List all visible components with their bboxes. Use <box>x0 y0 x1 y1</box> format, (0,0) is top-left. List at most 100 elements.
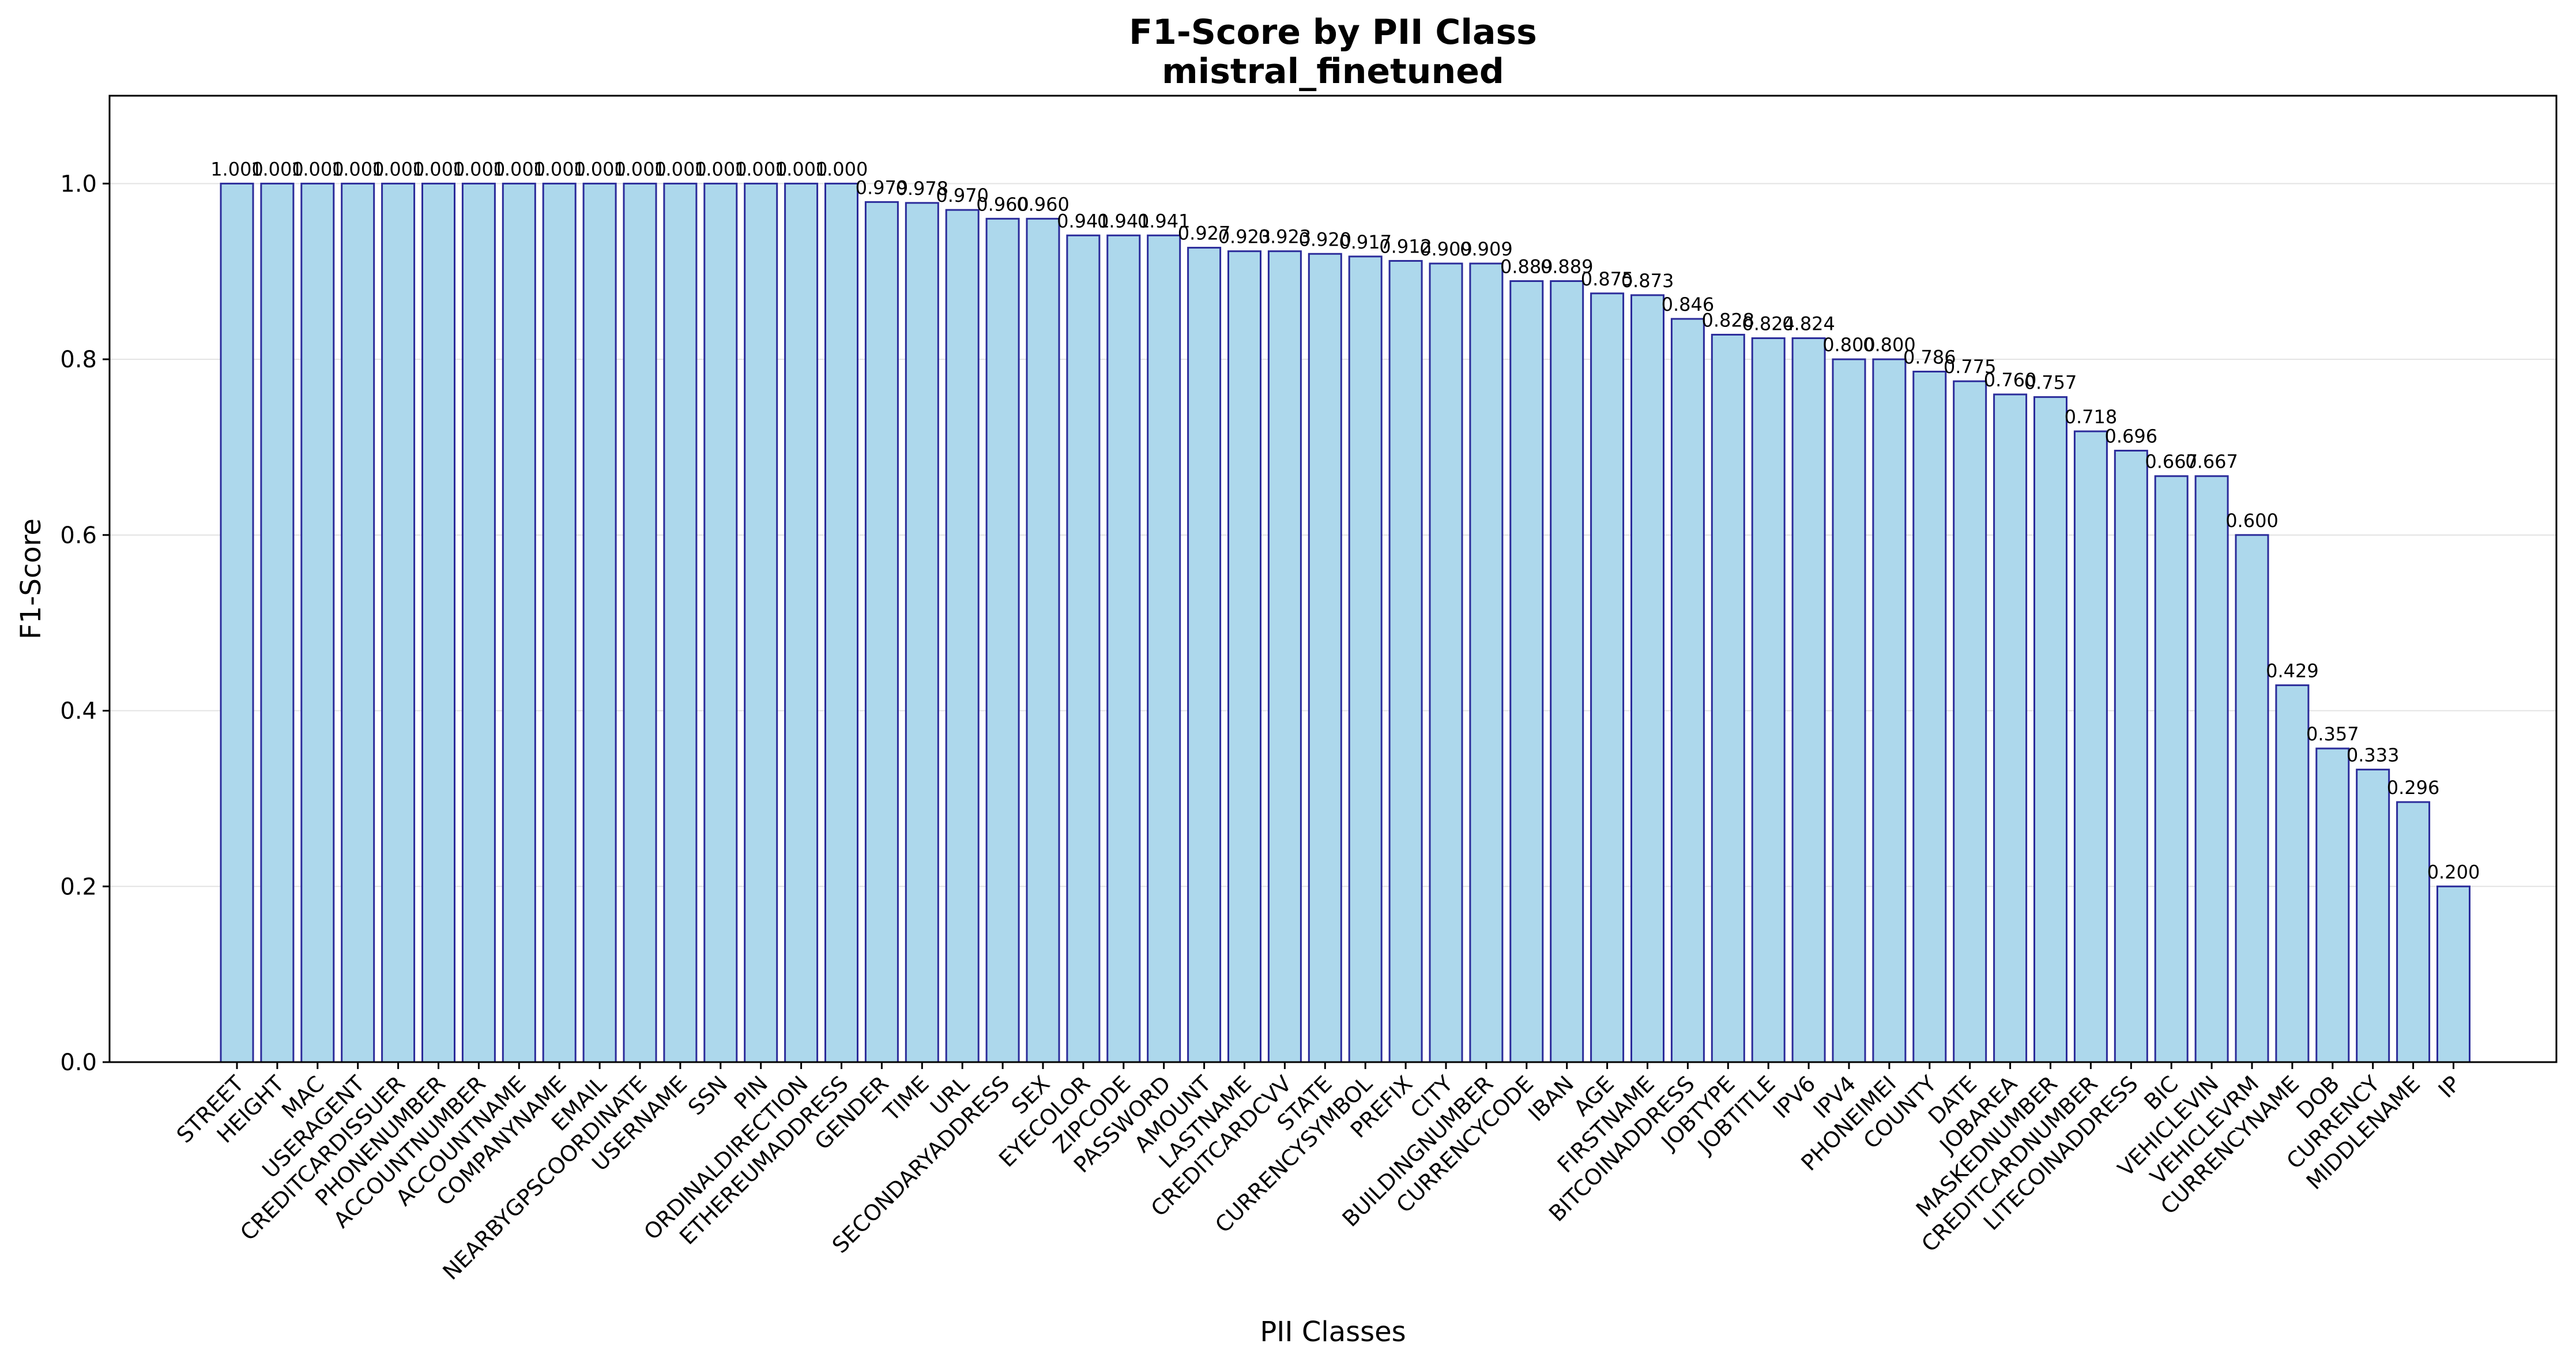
data-label: 0.909 <box>1460 238 1513 260</box>
bar <box>1227 250 1261 1063</box>
data-label: 0.600 <box>2225 510 2279 532</box>
data-label: 0.889 <box>1500 255 1553 277</box>
data-label: 1.000 <box>332 158 385 180</box>
bar <box>2235 534 2269 1063</box>
data-label: 1.000 <box>453 158 506 180</box>
bar <box>260 182 295 1063</box>
data-label: 1.000 <box>573 158 626 180</box>
data-label: 0.775 <box>1944 356 1997 378</box>
bar <box>623 182 657 1063</box>
bar <box>1469 262 1504 1063</box>
data-label: 1.000 <box>372 158 425 180</box>
data-label: 0.927 <box>1178 223 1231 244</box>
data-label: 0.970 <box>936 185 989 206</box>
bar <box>421 182 455 1063</box>
bar <box>1267 250 1302 1063</box>
y-axis-label: F1-Score <box>15 518 47 639</box>
data-label: 0.875 <box>1581 268 1634 290</box>
y-tick-label: 0.8 <box>60 347 97 373</box>
data-label: 1.000 <box>492 158 545 180</box>
data-label: 1.000 <box>775 158 828 180</box>
y-tick-label: 1.0 <box>60 171 97 197</box>
bar <box>703 182 738 1063</box>
bar <box>824 182 858 1063</box>
data-label: 0.296 <box>2387 777 2440 799</box>
bar <box>1429 262 1463 1063</box>
bar <box>945 209 980 1063</box>
data-label: 0.760 <box>1984 369 2037 391</box>
plot-area-frame <box>108 95 2558 1063</box>
y-tick-label: 0.0 <box>60 1049 97 1076</box>
bar <box>381 182 416 1063</box>
data-label: 1.000 <box>735 158 788 180</box>
data-label: 0.846 <box>1662 293 1715 315</box>
bar <box>784 182 819 1063</box>
bar <box>2396 801 2431 1063</box>
bar <box>1550 280 1584 1063</box>
y-tick-label: 0.6 <box>60 522 97 549</box>
data-label: 0.667 <box>2185 451 2238 473</box>
data-label: 0.960 <box>976 193 1029 215</box>
bar <box>1348 255 1383 1063</box>
bar <box>2356 769 2390 1063</box>
data-label: 0.357 <box>2306 723 2359 745</box>
bar <box>1509 280 1544 1063</box>
data-label: 0.824 <box>1782 313 1835 335</box>
data-label: 0.757 <box>2024 372 2077 394</box>
bar <box>2114 450 2148 1063</box>
data-label: 0.941 <box>1138 210 1191 232</box>
data-label: 0.429 <box>2266 660 2319 682</box>
bar <box>341 182 375 1063</box>
data-label: 0.200 <box>2427 861 2480 883</box>
bar <box>220 182 254 1063</box>
data-label: 0.941 <box>1097 210 1150 232</box>
x-tick-label: TIME <box>878 1071 933 1126</box>
data-label: 1.000 <box>654 158 707 180</box>
data-label: 0.667 <box>2145 451 2198 473</box>
x-tick-label: IPV6 <box>1768 1071 1821 1123</box>
data-label: 0.979 <box>856 176 909 198</box>
y-tick-label: 0.4 <box>60 698 97 725</box>
bar <box>542 182 577 1063</box>
bar <box>864 201 899 1063</box>
bar <box>1832 358 1866 1063</box>
bar <box>2315 747 2350 1063</box>
bar <box>1187 247 1222 1063</box>
bar <box>1953 380 1987 1063</box>
bar <box>1026 217 1060 1063</box>
bar <box>1147 234 1181 1063</box>
bar <box>502 182 536 1063</box>
bar <box>985 217 1020 1063</box>
x-tick-label: SSN <box>683 1071 732 1120</box>
data-label: 0.786 <box>1903 346 1956 368</box>
data-label: 1.000 <box>412 158 465 180</box>
bar <box>2436 885 2470 1063</box>
bar <box>1106 234 1141 1063</box>
y-axis: 0.0 0.2 0.4 0.6 0.8 1.0 <box>60 171 110 1076</box>
data-label: 0.333 <box>2347 744 2400 766</box>
bar <box>1388 259 1423 1063</box>
data-label: 0.800 <box>1822 334 1875 356</box>
data-label: 0.923 <box>1259 226 1312 248</box>
bar <box>1751 337 1786 1063</box>
bar <box>1912 370 1947 1063</box>
x-axis: STREETHEIGHTMACUSERAGENTCREDITCARDISSUER… <box>172 1062 2465 1285</box>
bar <box>461 182 496 1063</box>
data-label: 1.000 <box>815 158 868 180</box>
bar <box>2275 684 2310 1063</box>
bar <box>300 182 335 1063</box>
data-label: 0.696 <box>2104 426 2157 447</box>
bar <box>2154 475 2189 1063</box>
data-label: 1.000 <box>613 158 666 180</box>
bar <box>1872 358 1907 1063</box>
bar <box>2073 430 2108 1063</box>
bars <box>220 182 2470 1063</box>
bar <box>1993 393 2028 1063</box>
bar <box>663 182 698 1063</box>
data-label: 1.000 <box>694 158 747 180</box>
bar <box>1791 337 1826 1063</box>
data-label: 0.718 <box>2065 406 2118 428</box>
bar <box>2194 475 2229 1063</box>
data-label: 0.917 <box>1339 231 1392 253</box>
